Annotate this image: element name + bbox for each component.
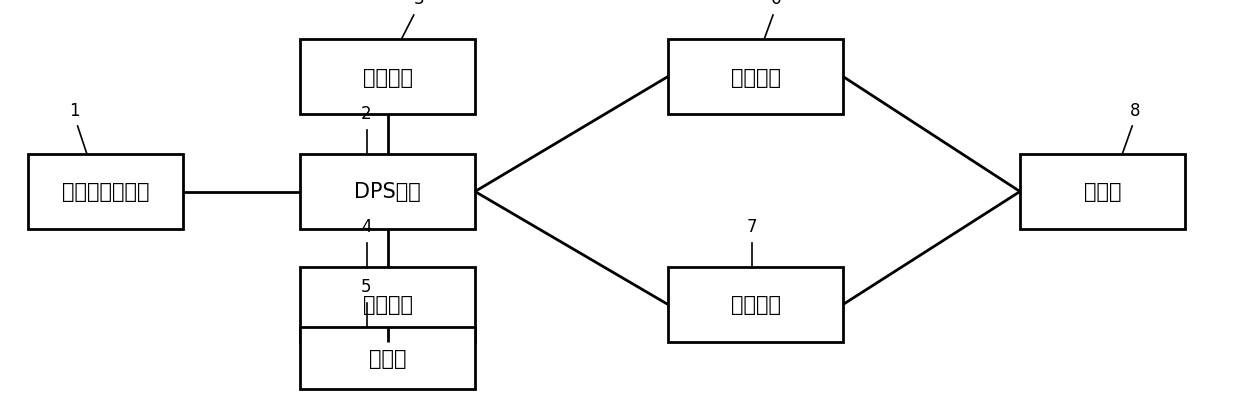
Text: 主控器: 主控器 <box>368 348 407 368</box>
Bar <box>1021 155 1185 229</box>
Text: 4: 4 <box>361 217 372 235</box>
Text: 检测单元: 检测单元 <box>730 67 780 87</box>
Text: 通信单元: 通信单元 <box>362 295 413 315</box>
Bar <box>300 267 475 342</box>
Text: 2: 2 <box>361 105 372 123</box>
Text: 8: 8 <box>1130 102 1141 120</box>
Bar <box>300 327 475 389</box>
Bar <box>668 267 843 342</box>
Text: 指示灯: 指示灯 <box>1084 182 1121 202</box>
Text: 时钟单元: 时钟单元 <box>362 67 413 87</box>
Bar <box>29 155 184 229</box>
Text: 6: 6 <box>771 0 781 8</box>
Text: 执行单元: 执行单元 <box>730 295 780 315</box>
Text: 1: 1 <box>69 102 79 120</box>
Bar <box>668 40 843 115</box>
Text: 7: 7 <box>746 217 758 235</box>
Text: 车数量计算模块: 车数量计算模块 <box>62 182 149 202</box>
Bar <box>300 40 475 115</box>
Text: 3: 3 <box>414 0 424 8</box>
Text: 5: 5 <box>361 277 372 295</box>
Text: DPS芯片: DPS芯片 <box>355 182 420 202</box>
Bar <box>300 155 475 229</box>
